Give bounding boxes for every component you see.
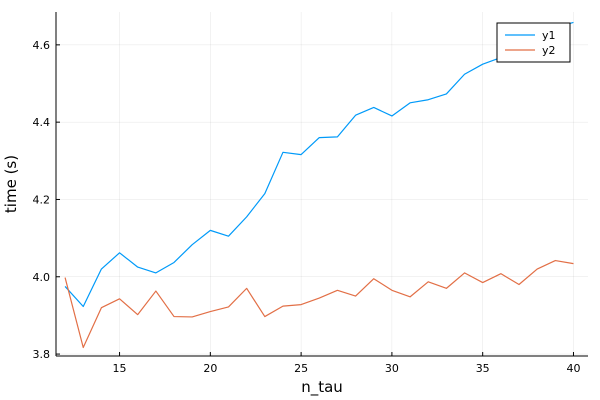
x-axis-label: n_tau	[301, 378, 343, 397]
y-tick-label: 4.6	[33, 39, 51, 52]
grid	[56, 12, 588, 356]
x-tick-label: 35	[476, 362, 490, 375]
y-tick-label: 3.8	[33, 348, 51, 361]
y-tick-label: 4.2	[33, 193, 51, 206]
x-tick-label: 15	[113, 362, 127, 375]
x-tick-label: 30	[385, 362, 399, 375]
ticks: 15 20 25 30 35 40 3.8 4.0 4.2 4.4 4.6	[33, 39, 581, 375]
series-line-y1	[64, 21, 574, 308]
series-line-y2	[64, 259, 574, 349]
legend-label-y1: y1	[542, 29, 556, 42]
legend-label-y2: y2	[542, 44, 556, 57]
legend-box	[496, 22, 571, 63]
axes	[55, 12, 588, 357]
series-layer	[64, 21, 574, 349]
y-tick-label: 4.0	[33, 271, 51, 284]
y-axis-label: time (s)	[2, 155, 20, 213]
y-tick-label: 4.4	[33, 116, 51, 129]
x-tick-label: 25	[294, 362, 308, 375]
x-tick-label: 40	[566, 362, 580, 375]
x-tick-label: 20	[203, 362, 217, 375]
